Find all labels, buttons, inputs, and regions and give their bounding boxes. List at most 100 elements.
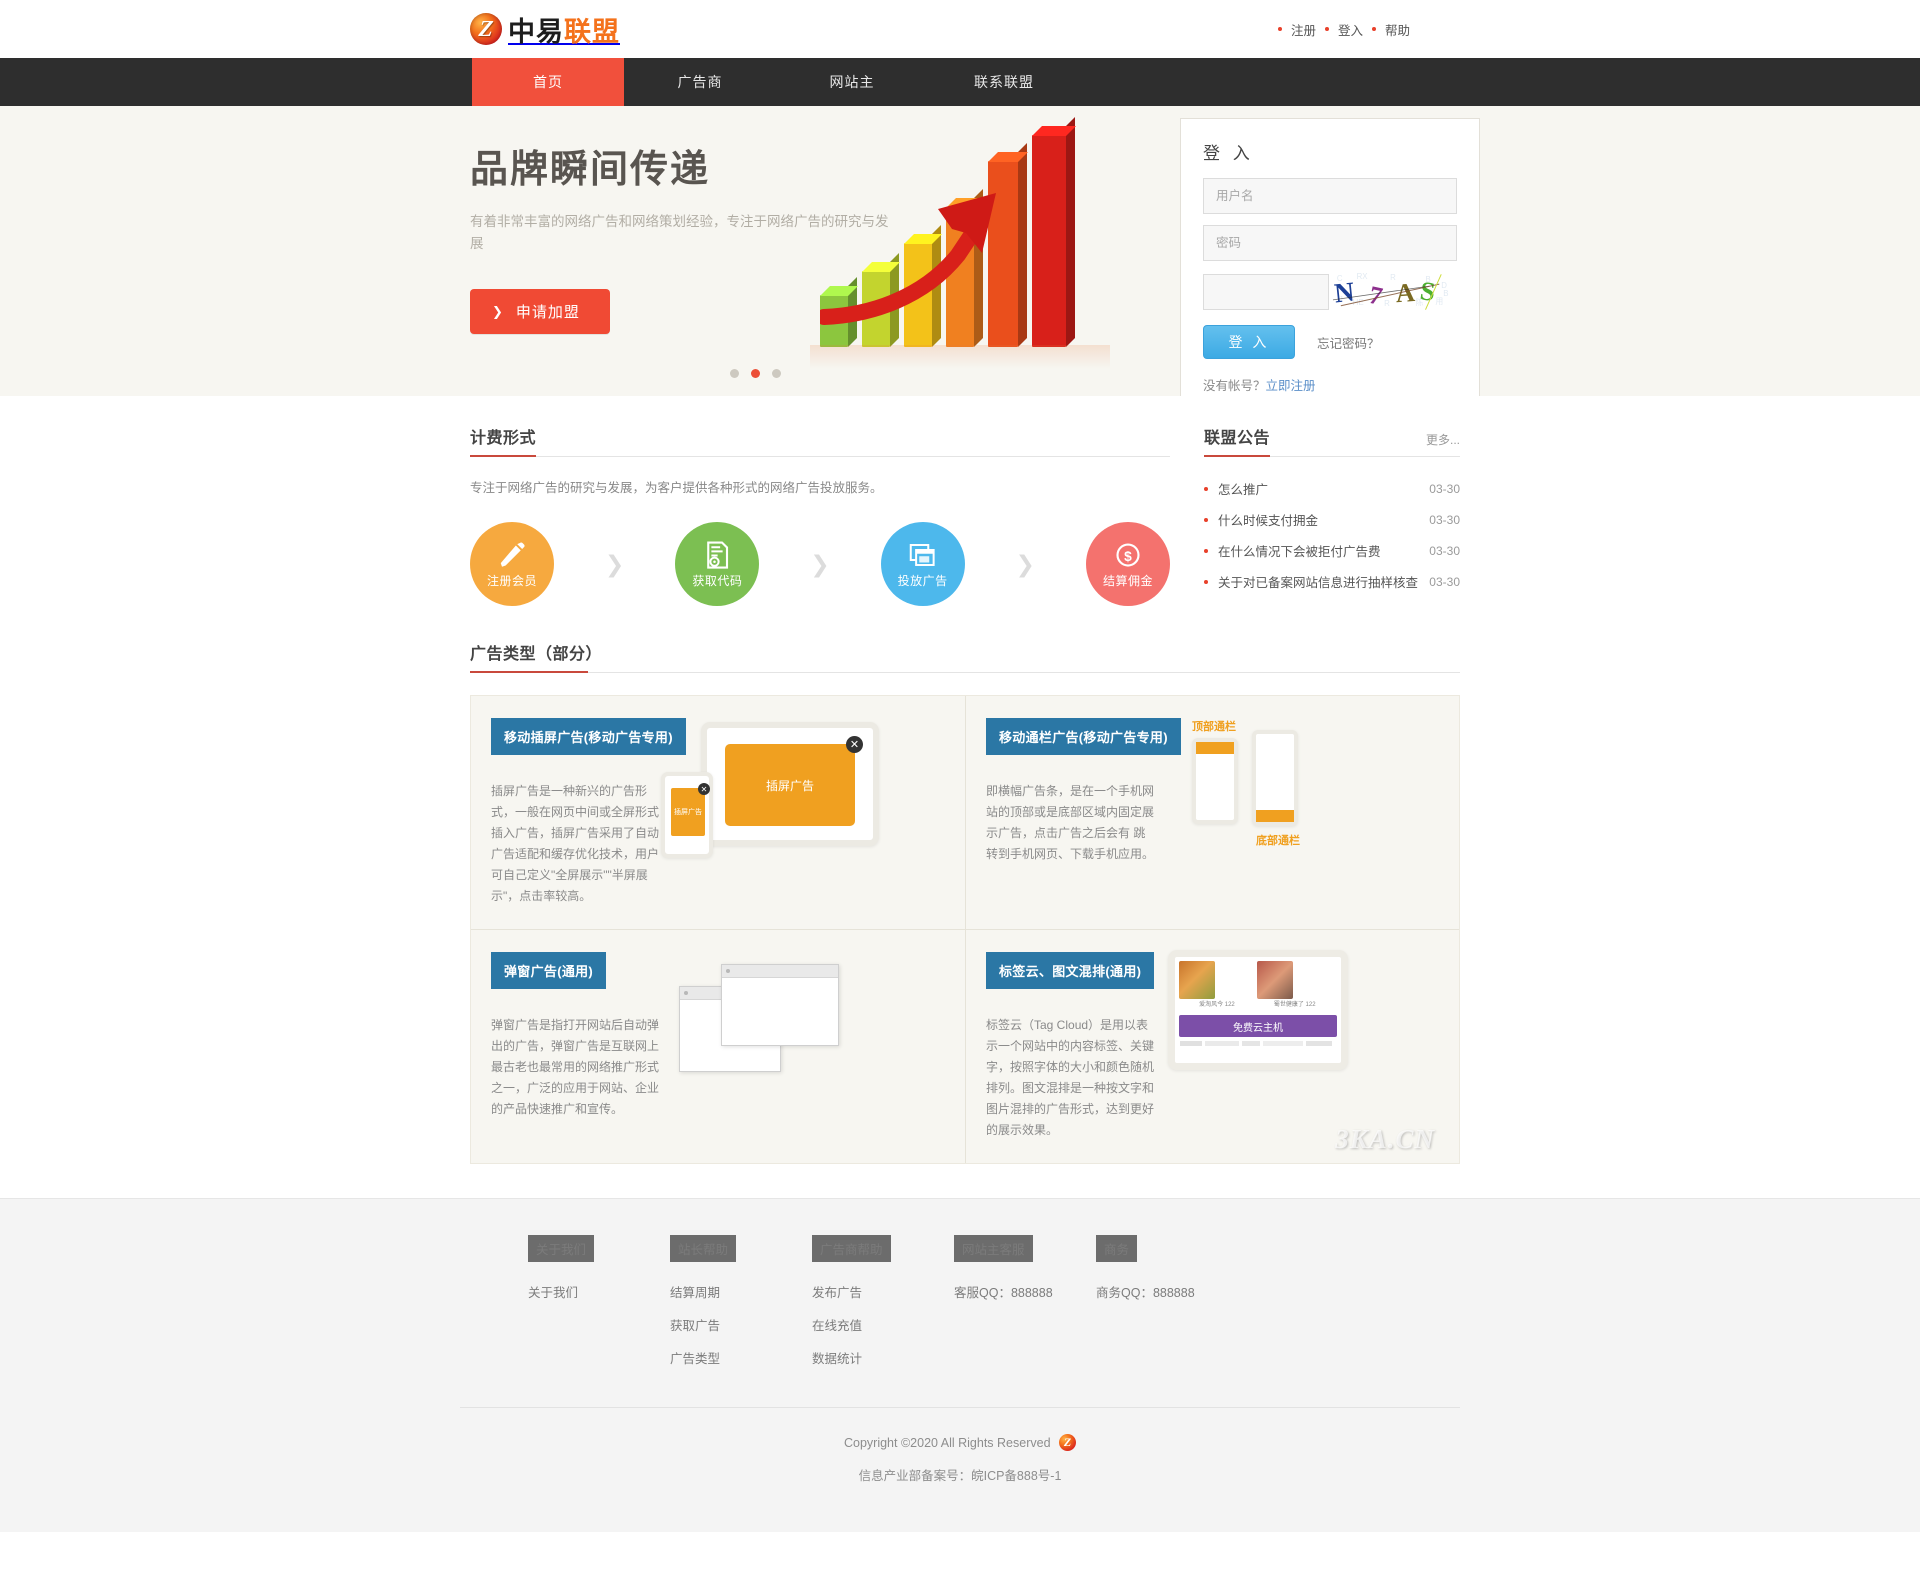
password-input[interactable] (1203, 225, 1457, 261)
watermark-text: 3KA.CN (1335, 1124, 1435, 1154)
bottom-banner-bar (1256, 810, 1294, 822)
step-place-ad[interactable]: 投放广告 (880, 522, 965, 606)
bullet-icon (1204, 548, 1208, 553)
thumbnail-image (1179, 961, 1216, 999)
apply-join-label: 申请加盟 (515, 304, 580, 321)
step-settle-commission[interactable]: $ 结算佣金 (1085, 522, 1170, 606)
slider-dot-1[interactable] (730, 369, 739, 378)
footer-col-publisher-support: 网站主客服 客服QQ：888888 (954, 1235, 1096, 1381)
notice-title[interactable]: 关于对已备案网站信息进行抽样核查 (1218, 576, 1419, 590)
footer-link[interactable]: 数据统计 (812, 1352, 863, 1366)
footer-qq-business: 商务QQ：888888 (1096, 1286, 1195, 1300)
fees-column: 计费形式 专注于网络广告的研究与发展，为客户提供各种形式的网络广告投放服务。 注… (470, 424, 1170, 606)
footer-col-webmaster-help: 站长帮助 结算周期 获取广告 广告类型 (670, 1235, 812, 1381)
svg-text:D: D (1441, 281, 1447, 290)
bottom-banner-label: 底部通栏 (1256, 835, 1300, 847)
nav-item-advertisers[interactable]: 广告商 (677, 74, 723, 90)
slider-dot-2[interactable] (751, 369, 760, 378)
adtype-card-popup: 弹窗广告(通用) 弹窗广告是指打开网站后自动弹出的广告，弹窗广告是互联网上最古老… (471, 929, 965, 1163)
nav-item-home[interactable]: 首页 (472, 58, 624, 106)
thumbnail-caption: 爱淘风今 122 (1199, 1002, 1235, 1008)
svg-text:B: B (1443, 289, 1448, 298)
adtype-description: 插屏广告是一种新兴的广告形式，一般在网页中间或全屏形式插入广告，插屏广告采用了自… (491, 784, 660, 903)
footer-bottom: Copyright ©2020 All Rights Reserved 信息产业… (460, 1407, 1460, 1532)
close-icon: ✕ (846, 736, 863, 753)
interstitial-ad-label-small: 插屏广告 (674, 809, 702, 816)
notice-title[interactable]: 什么时候支付拥金 (1218, 514, 1319, 528)
register-now-link[interactable]: 立即注册 (1265, 379, 1316, 393)
interstitial-ad-label: 插屏广告 (765, 778, 814, 793)
site-footer: 关于我们 关于我们 站长帮助 结算周期 获取广告 广告类型 广告商帮助 发布广告… (0, 1198, 1920, 1532)
notice-item[interactable]: 在什么情况下会被拒付广告费 03-30 (1204, 535, 1460, 566)
svg-text:陈: 陈 (1416, 297, 1424, 307)
svg-text:用: 用 (1435, 297, 1443, 306)
thumbnail-caption: 蜀世健康了 122 (1273, 1002, 1316, 1008)
adtypes-heading: 广告类型（部分） (470, 646, 603, 663)
apply-join-button[interactable]: ❯ 申请加盟 (470, 289, 610, 334)
footer-link[interactable]: 在线充值 (812, 1319, 863, 1333)
notices-heading: 联盟公告 (1204, 430, 1271, 447)
popup-illustration (661, 930, 965, 1163)
slider-dot-3[interactable] (772, 369, 781, 378)
step-label: 投放广告 (897, 573, 948, 588)
adtype-card-tagcloud: 标签云、图文混排(通用) 标签云（Tag Cloud）是用以表示一个网站中的内容… (965, 929, 1459, 1163)
site-logo[interactable]: 中易联盟 (470, 10, 620, 49)
notices-more-link[interactable]: 更多... (1425, 433, 1460, 447)
step-get-code[interactable]: 获取代码 (675, 522, 760, 606)
footer-link[interactable]: 发布广告 (812, 1286, 863, 1300)
step-register[interactable]: 注册会员 (470, 522, 554, 606)
hero-banner: 品牌瞬间传递 有着非常丰富的网络广告和网络策划经验，专注于网络广告的研究与发展 … (0, 106, 1920, 396)
step-label: 注册会员 (486, 573, 537, 588)
top-link-login[interactable]: 登入 (1337, 23, 1363, 38)
top-link-register[interactable]: 注册 (1290, 23, 1316, 38)
footer-col-heading: 关于我们 (528, 1235, 595, 1262)
footer-link[interactable]: 广告类型 (670, 1352, 721, 1366)
bullet-icon (1204, 486, 1208, 491)
no-account-row: 没有帐号？立即注册 (1203, 375, 1457, 394)
bullet-icon (1324, 27, 1329, 31)
notice-item[interactable]: 关于对已备案网站信息进行抽样核查 03-30 (1204, 566, 1460, 597)
nav-item-publishers[interactable]: 网站主 (829, 74, 875, 90)
captcha-input[interactable] (1203, 274, 1329, 310)
notice-title[interactable]: 怎么推广 (1218, 483, 1269, 497)
tablet-device: 插屏广告 ✕ (701, 722, 879, 846)
step-label: 结算佣金 (1102, 573, 1153, 588)
svg-text:R: R (1384, 299, 1390, 308)
phone-device-bottom-banner (1252, 730, 1298, 826)
pencil-icon (500, 541, 525, 567)
nav-item-contact[interactable]: 联系联盟 (974, 74, 1034, 90)
notice-item[interactable]: 怎么推广 03-30 (1204, 473, 1460, 504)
svg-text:N: N (1333, 275, 1356, 308)
svg-text:$: $ (1124, 548, 1132, 563)
chevron-right-icon: ❯ (492, 303, 504, 319)
top-bar: 中易联盟 注册 登入 帮助 (0, 0, 1920, 58)
dollar-coin-icon: $ (1116, 542, 1140, 567)
close-icon: ✕ (698, 783, 710, 795)
notices-heading-row: 联盟公告 更多... (1204, 424, 1460, 457)
username-input[interactable] (1203, 178, 1457, 214)
footer-link[interactable]: 获取广告 (670, 1319, 721, 1333)
icp-text: 信息产业部备案号：皖ICP备888号-1 (858, 1469, 1062, 1483)
footer-link[interactable]: 关于我们 (528, 1286, 579, 1300)
chevron-right-icon: ❯ (1015, 550, 1035, 577)
login-submit-button[interactable]: 登 入 (1203, 325, 1295, 359)
adtypes-section: 广告类型（部分） 移动插屏广告(移动广告专用) 插屏广告是一种新兴的广告形式，一… (0, 606, 1920, 1164)
top-link-help[interactable]: 帮助 (1384, 23, 1410, 38)
notice-item[interactable]: 什么时候支付拥金 03-30 (1204, 504, 1460, 535)
footer-link[interactable]: 结算周期 (670, 1286, 721, 1300)
main-nav: 首页 广告商 网站主 联系联盟 (0, 58, 1920, 106)
chart-reflection (810, 345, 1110, 369)
notice-date: 03-30 (1429, 574, 1460, 589)
growth-chart-illustration (810, 124, 1110, 369)
phone-device-top-banner (1192, 738, 1238, 824)
thumbnail-image (1256, 961, 1294, 999)
thumbnail-row: 爱淘风今 122 蜀世健康了 122 (1175, 957, 1341, 1012)
chevron-right-icon: ❯ (605, 550, 625, 577)
notice-title[interactable]: 在什么情况下会被拒付广告费 (1218, 545, 1381, 559)
svg-text:S: S (1418, 275, 1437, 307)
bullet-icon (1277, 27, 1282, 31)
forgot-password-link[interactable]: 忘记密码？ (1317, 336, 1380, 351)
step-label: 获取代码 (692, 573, 743, 588)
code-document-icon (707, 540, 729, 569)
captcha-image[interactable]: C RX R BDJ HE R 陈 用B N 7 A S (1331, 272, 1457, 312)
